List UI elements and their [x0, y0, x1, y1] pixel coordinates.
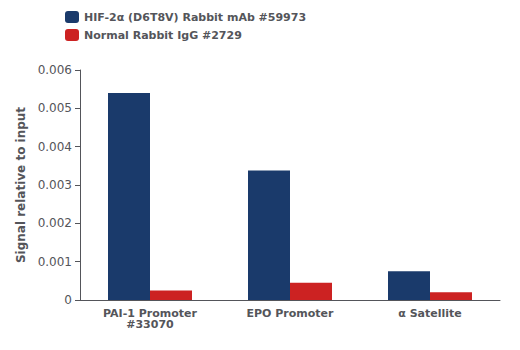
- svg-text:0: 0: [64, 293, 72, 307]
- svg-text:0.006: 0.006: [38, 63, 72, 77]
- svg-text:0.002: 0.002: [38, 216, 72, 230]
- svg-text:HIF-2α (D6T8V) Rabbit mAb #599: HIF-2α (D6T8V) Rabbit mAb #59973: [84, 11, 306, 24]
- svg-text:0.003: 0.003: [38, 178, 72, 192]
- svg-text:0.005: 0.005: [38, 101, 72, 115]
- svg-text:Signal relative to input: Signal relative to input: [14, 107, 28, 263]
- svg-text:EPO Promoter: EPO Promoter: [247, 307, 335, 320]
- svg-text:PAI-1 Promoter: PAI-1 Promoter: [103, 307, 197, 320]
- svg-text:#33070: #33070: [126, 318, 174, 331]
- svg-text:0.004: 0.004: [38, 140, 72, 154]
- svg-text:α Satellite: α Satellite: [398, 307, 461, 320]
- svg-text:0.001: 0.001: [38, 255, 72, 269]
- svg-text:Normal Rabbit IgG #2729: Normal Rabbit IgG #2729: [84, 29, 242, 42]
